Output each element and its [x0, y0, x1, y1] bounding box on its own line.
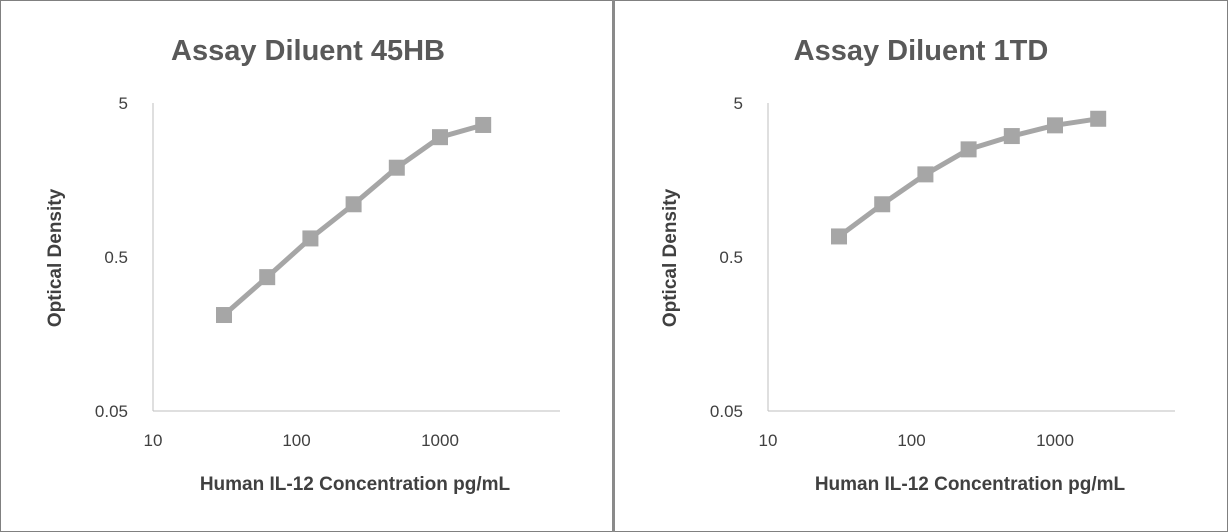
- x-tick-label: 1000: [421, 431, 459, 450]
- data-point: [216, 307, 233, 324]
- data-point: [259, 269, 276, 286]
- data-point: [302, 230, 319, 247]
- x-tick-label: 10: [759, 431, 778, 450]
- data-point: [345, 196, 362, 213]
- data-point: [1090, 110, 1107, 127]
- series-line: [222, 122, 484, 317]
- chart-title: Assay Diluent 45HB: [171, 35, 445, 67]
- data-point: [917, 166, 934, 183]
- data-point: [831, 228, 848, 245]
- y-tick-label: 0.05: [95, 402, 128, 421]
- y-axis-label: Optical Density: [45, 188, 66, 327]
- chart-right: Assay Diluent 1TD Human IL-12 Concentrat…: [660, 35, 1175, 495]
- series-line: [837, 116, 1099, 239]
- y-tick-label: 0.5: [719, 248, 743, 267]
- x-tick-label: 100: [897, 431, 925, 450]
- panel-divider: [612, 0, 615, 532]
- data-point: [475, 116, 492, 133]
- y-tick-label: 5: [119, 94, 128, 113]
- y-axis-label: Optical Density: [660, 188, 681, 327]
- chart-left: Assay Diluent 45HB Human IL-12 Concentra…: [45, 35, 560, 495]
- y-tick-label: 0.05: [710, 402, 743, 421]
- chart-title: Assay Diluent 1TD: [794, 35, 1049, 67]
- data-point: [1003, 128, 1020, 145]
- y-tick-label: 0.5: [104, 248, 128, 267]
- data-point: [432, 129, 448, 146]
- data-point: [874, 196, 891, 213]
- x-axis-label: Human IL-12 Concentration pg/mL: [200, 474, 511, 495]
- x-tick-label: 10: [144, 431, 163, 450]
- y-tick-label: 5: [734, 94, 743, 113]
- data-point: [960, 141, 977, 158]
- chart-panel-left: Assay Diluent 45HB Human IL-12 Concentra…: [0, 0, 612, 532]
- x-axis-label: Human IL-12 Concentration pg/mL: [815, 474, 1126, 495]
- data-point: [388, 159, 405, 176]
- data-point: [1047, 117, 1063, 134]
- x-tick-label: 1000: [1036, 431, 1074, 450]
- x-tick-label: 100: [282, 431, 310, 450]
- chart-panel-right: Assay Diluent 1TD Human IL-12 Concentrat…: [615, 0, 1227, 532]
